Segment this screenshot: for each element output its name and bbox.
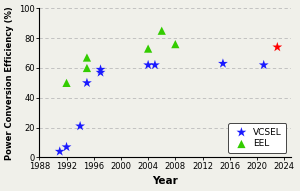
EEL xyxy=(146,47,151,50)
VCSEL xyxy=(57,150,62,153)
VCSEL xyxy=(220,62,225,65)
X-axis label: Year: Year xyxy=(152,176,178,186)
VCSEL xyxy=(146,63,151,66)
Y-axis label: Power Conversion Efficiency (%): Power Conversion Efficiency (%) xyxy=(5,6,14,160)
Legend: VCSEL, EEL: VCSEL, EEL xyxy=(228,123,286,153)
EEL xyxy=(159,29,164,32)
VCSEL xyxy=(78,125,82,128)
Point xyxy=(275,46,280,49)
EEL xyxy=(85,56,89,59)
VCSEL xyxy=(261,63,266,66)
VCSEL xyxy=(152,63,157,66)
VCSEL xyxy=(98,68,103,71)
EEL xyxy=(173,43,178,46)
VCSEL xyxy=(85,81,89,84)
VCSEL xyxy=(64,146,69,149)
VCSEL xyxy=(98,71,103,74)
EEL xyxy=(85,66,89,70)
EEL xyxy=(64,81,69,84)
